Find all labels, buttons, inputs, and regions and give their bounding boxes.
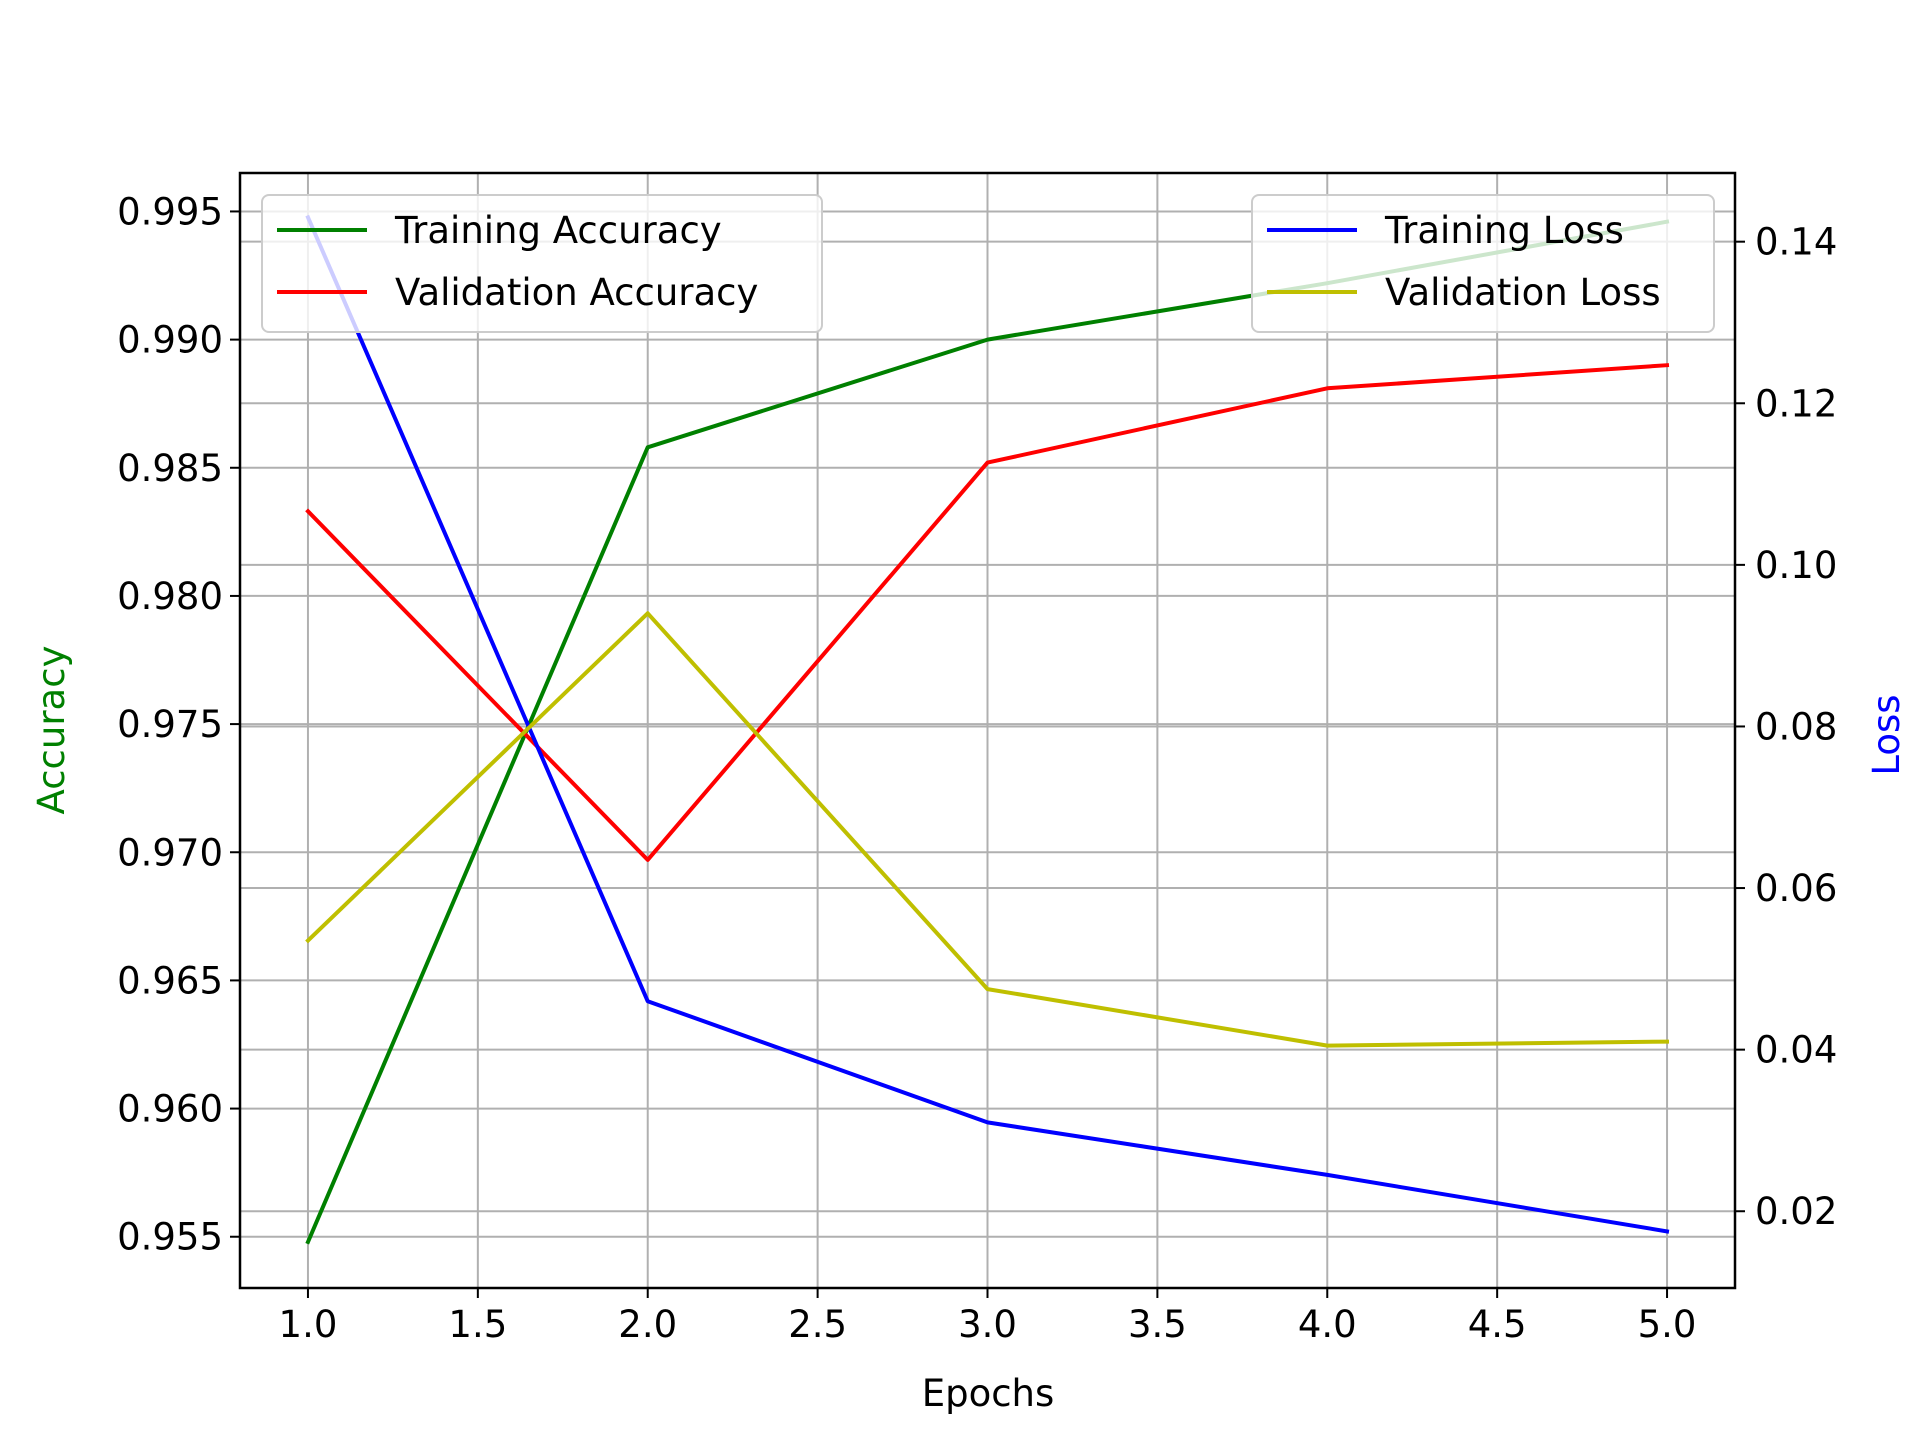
axis-ticks: 1.0 1.5 2.0 2.5 3.0 3.5 4.0 4.5 5.0 0.955 0.960 0.9…: [117, 190, 1837, 1346]
x-tick-label: 3.0: [958, 1303, 1017, 1346]
y-right-tick-label: 0.08: [1755, 705, 1837, 748]
x-tick-label: 2.5: [788, 1303, 847, 1346]
y-left-tick-label: 0.995: [117, 190, 223, 233]
y-left-tick-label: 0.990: [117, 319, 223, 362]
legend-label-training-accuracy: Training Accuracy: [394, 209, 722, 252]
x-tick-label: 2.0: [618, 1303, 677, 1346]
legend-label-training-loss: Training Loss: [1384, 209, 1624, 252]
y-right-tick-label: 0.14: [1755, 221, 1837, 264]
y-axis-left-label: Accuracy: [30, 646, 73, 815]
legend-label-validation-loss: Validation Loss: [1385, 271, 1661, 314]
x-axis-label: Epochs: [922, 1372, 1055, 1415]
x-tick-label: 4.0: [1298, 1303, 1357, 1346]
x-tick-label: 1.0: [279, 1303, 338, 1346]
y-left-tick-label: 0.955: [117, 1216, 223, 1259]
x-tick-label: 5.0: [1638, 1303, 1697, 1346]
legend-right-box: [1251, 194, 1715, 333]
legend-left: Training Accuracy Validation Accuracy: [261, 194, 823, 333]
x-tick-label: 3.5: [1128, 1303, 1187, 1346]
y-right-tick-label: 0.02: [1755, 1190, 1837, 1233]
grid: [240, 173, 1735, 1288]
y-right-tick-label: 0.04: [1755, 1029, 1837, 1072]
y-left-tick-label: 0.980: [117, 575, 223, 618]
y-left-tick-label: 0.985: [117, 447, 223, 490]
x-tick-label: 4.5: [1468, 1303, 1527, 1346]
y-left-tick-label: 0.970: [117, 831, 223, 874]
y-left-tick-label: 0.975: [117, 703, 223, 746]
x-tick-label: 1.5: [448, 1303, 507, 1346]
legend-label-validation-accuracy: Validation Accuracy: [395, 271, 758, 314]
series-line-training-loss: [305, 214, 1670, 1234]
y-left-tick-label: 0.960: [117, 1088, 223, 1131]
legend-right: Training Loss Validation Loss: [1251, 194, 1715, 333]
y-right-tick-label: 0.10: [1755, 544, 1837, 587]
y-right-tick-label: 0.12: [1755, 382, 1837, 425]
y-axis-right-label: Loss: [1865, 694, 1908, 775]
legend-left-box: [261, 194, 823, 333]
y-right-tick-label: 0.06: [1755, 867, 1837, 910]
y-left-tick-label: 0.965: [117, 959, 223, 1002]
series-line-validation-loss: [305, 611, 1670, 1048]
